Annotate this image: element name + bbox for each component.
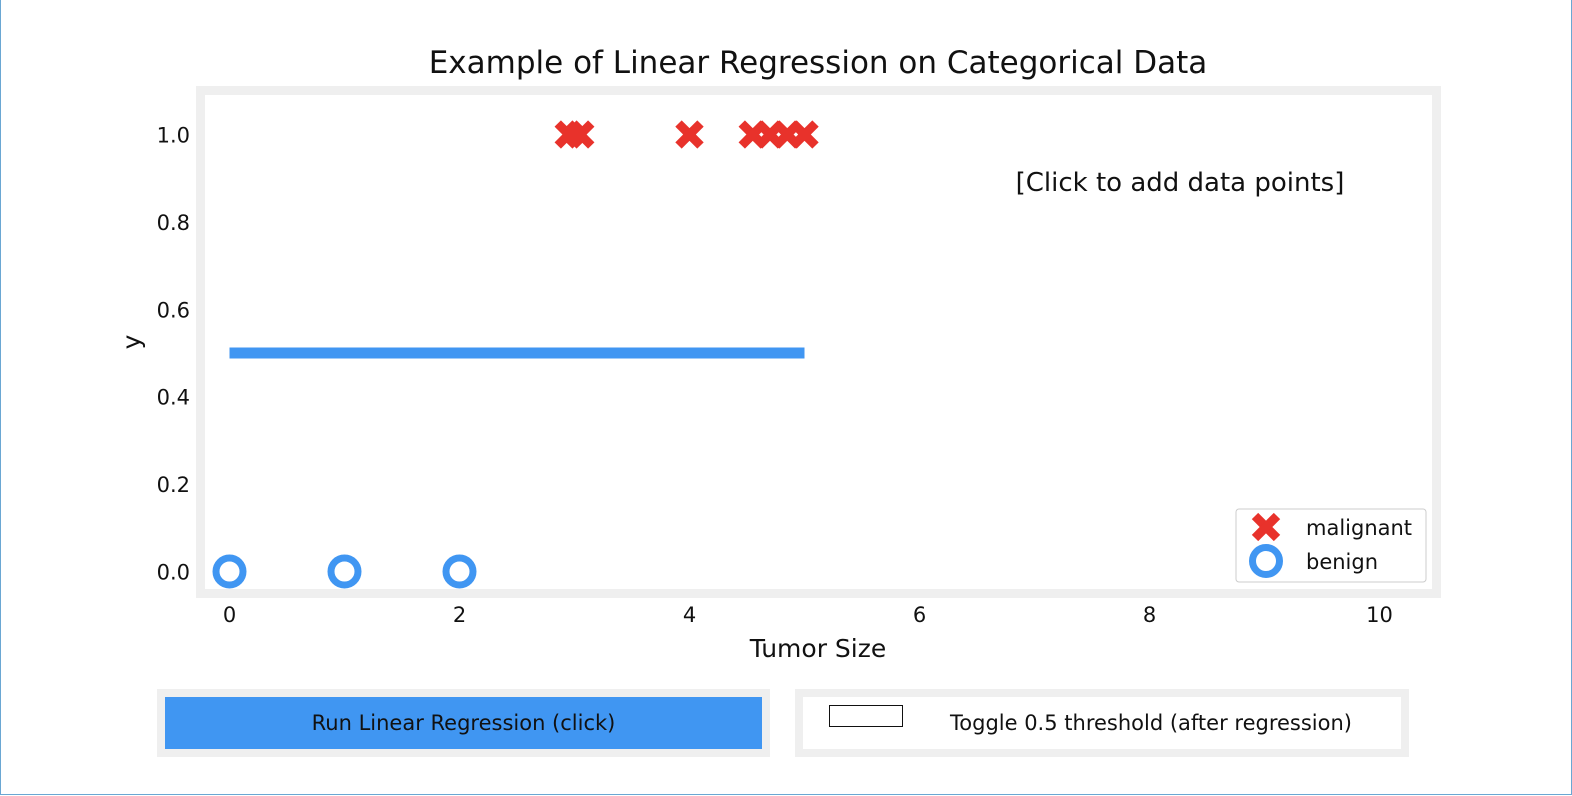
legend: malignant benign bbox=[1235, 508, 1427, 583]
malignant-point-2 bbox=[675, 120, 704, 149]
x-tick-label-0: 0 bbox=[223, 603, 236, 627]
run-regression-button-frame: Run Linear Regression (click) bbox=[157, 689, 770, 757]
threshold-toggle[interactable]: Toggle 0.5 threshold (after regression) bbox=[803, 697, 1401, 749]
malignant-point-6-stroke-b bbox=[790, 120, 819, 149]
benign-point-2 bbox=[442, 554, 477, 589]
malignant-point-6 bbox=[790, 120, 819, 149]
y-tick-label-1: 0.2 bbox=[157, 473, 190, 497]
x-tick-label-2: 4 bbox=[683, 603, 696, 627]
legend-label-benign: benign bbox=[1306, 550, 1378, 574]
chart[interactable]: Example of Linear Regression on Categori… bbox=[0, 0, 1572, 680]
y-tick-label-2: 0.4 bbox=[157, 386, 190, 410]
y-tick-label-0: 0.0 bbox=[157, 561, 190, 585]
legend-marker-malignant-stroke-b bbox=[1251, 512, 1281, 542]
x-tick-label-1: 2 bbox=[453, 603, 466, 627]
x-tick-label-3: 6 bbox=[913, 603, 926, 627]
threshold-checkbox[interactable] bbox=[829, 705, 903, 727]
legend-marker-benign bbox=[1249, 544, 1283, 578]
legend-items: malignant benign bbox=[1249, 512, 1412, 578]
y-tick-label-4: 0.8 bbox=[157, 211, 190, 235]
legend-label-malignant: malignant bbox=[1306, 516, 1412, 540]
malignant-point-2-stroke-b bbox=[675, 120, 704, 149]
run-regression-button[interactable]: Run Linear Regression (click) bbox=[165, 697, 762, 749]
benign-point-1 bbox=[327, 554, 362, 589]
benign-point-0 bbox=[212, 554, 247, 589]
y-tick-label-3: 0.6 bbox=[157, 298, 190, 322]
y-axis-label: y bbox=[117, 334, 146, 349]
malignant-point-1-stroke-b bbox=[566, 120, 595, 149]
threshold-toggle-label: Toggle 0.5 threshold (after regression) bbox=[950, 711, 1352, 735]
x-ticks: 0 2 4 6 8 10 bbox=[223, 603, 1393, 627]
legend-box bbox=[1235, 508, 1427, 583]
plot-area[interactable] bbox=[196, 86, 1441, 598]
threshold-toggle-frame: Toggle 0.5 threshold (after regression) bbox=[795, 689, 1409, 757]
chart-title: Example of Linear Regression on Categori… bbox=[429, 45, 1208, 81]
x-axis-label: Tumor Size bbox=[749, 634, 887, 663]
legend-marker-malignant bbox=[1251, 512, 1281, 542]
y-ticks: 0.0 0.2 0.4 0.6 0.8 1.0 bbox=[157, 124, 190, 585]
click-annotation: [Click to add data points] bbox=[1016, 168, 1345, 198]
y-tick-label-5: 1.0 bbox=[157, 124, 190, 148]
x-tick-label-5: 10 bbox=[1366, 603, 1393, 627]
data-points bbox=[212, 120, 819, 589]
malignant-point-1 bbox=[566, 120, 595, 149]
x-tick-label-4: 8 bbox=[1143, 603, 1156, 627]
